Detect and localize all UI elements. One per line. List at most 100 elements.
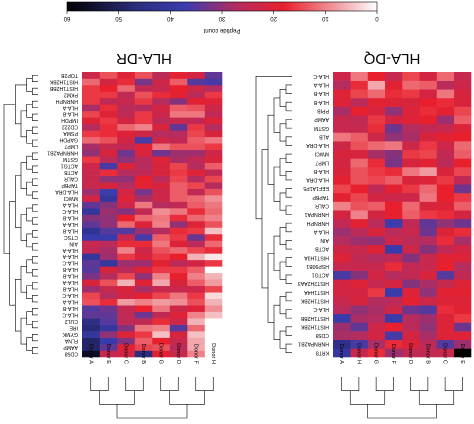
heatmap-cell — [134, 91, 153, 99]
heatmap-cell — [419, 141, 437, 151]
row-label: AAMP — [314, 116, 329, 122]
dendrogram-branch — [32, 243, 38, 251]
heatmap-cell — [187, 136, 205, 144]
heatmap-cell — [134, 318, 153, 325]
heatmap-cell — [117, 227, 135, 235]
row-label: CD58 — [65, 350, 78, 356]
heatmap-cell — [187, 123, 205, 131]
heatmap-cell — [333, 149, 351, 159]
heatmap-cell — [350, 305, 368, 315]
heatmap-cell — [333, 141, 351, 151]
heatmap-cell — [367, 236, 386, 246]
heatmap-cell — [384, 97, 403, 107]
row-label: HLA-B — [313, 90, 329, 96]
heatmap-cell — [384, 339, 403, 349]
heatmap-cell — [152, 162, 170, 170]
heatmap-cell — [82, 318, 100, 325]
heatmap-cell — [384, 348, 403, 358]
dendrogram-branch — [285, 188, 292, 198]
column-labels: Donor H Donor F Donor D Donor G Donor B Donor… — [87, 343, 216, 365]
dendrogram-branch — [32, 295, 38, 303]
heatmap-cell — [169, 253, 188, 261]
dendrogram-branch — [279, 158, 286, 176]
heatmap-cell — [152, 214, 170, 222]
heatmap-cell — [134, 337, 153, 345]
heatmap-cell — [169, 136, 188, 144]
heatmap-cell — [367, 253, 386, 263]
heatmap-cell — [453, 201, 472, 211]
heatmap-cell — [419, 244, 437, 254]
heatmap-cell — [134, 246, 153, 254]
heatmap-cell — [134, 104, 153, 112]
heatmap-cell — [134, 136, 153, 144]
column-label: Donor E — [105, 343, 111, 364]
column-labels: Donor E Donor C Donor B Donor D Donor F Donor… — [338, 343, 465, 365]
heatmap-cell — [99, 266, 118, 274]
heatmap-cell — [333, 192, 351, 202]
dendrogram-branch — [15, 278, 21, 332]
heatmap-cell — [134, 201, 153, 209]
dendrogram-branch — [279, 192, 286, 211]
heatmap-cell — [367, 175, 386, 185]
heatmap-cell — [134, 253, 153, 261]
heatmap-cell — [117, 259, 135, 267]
row-label: ACTB — [315, 246, 329, 252]
heatmap-cell — [187, 350, 205, 358]
heatmap-cell — [367, 141, 386, 151]
heatmap-cell — [134, 72, 153, 79]
dendrogram-branch — [99, 390, 135, 405]
heatmap-cell — [419, 331, 437, 341]
heatmap-cell — [384, 149, 403, 159]
column-label: Donor A — [338, 344, 344, 364]
heatmap-cell — [402, 175, 420, 185]
row-label: HLA-B — [313, 168, 329, 174]
heatmap-cell — [384, 244, 403, 254]
row-label: CD58 — [316, 332, 329, 338]
heatmap-cell — [117, 123, 135, 131]
heatmap-cell — [436, 339, 455, 349]
row-label: AIN — [69, 240, 78, 246]
heatmap-cell — [117, 253, 135, 261]
heatmap-cell — [384, 158, 403, 168]
heatmap-cell — [436, 253, 455, 263]
dendrogram-branch — [20, 110, 27, 138]
heatmap-cell — [402, 262, 420, 271]
heatmap-cell — [204, 91, 223, 99]
dendrogram-branch — [32, 256, 38, 264]
heatmap-cell — [402, 149, 420, 159]
heatmap-cell — [187, 220, 205, 228]
heatmap-cell — [367, 313, 386, 323]
heatmap-cell — [169, 78, 188, 86]
heatmap-cell — [152, 337, 170, 345]
heatmap-cell — [367, 287, 386, 297]
heatmap-cell — [134, 208, 153, 215]
heatmap-cell — [419, 313, 437, 323]
heatmap-cell — [187, 324, 205, 332]
heatmap-cell — [333, 339, 351, 349]
heatmap-cell — [99, 84, 118, 92]
heatmap-cell — [117, 117, 135, 125]
heatmap-cell — [82, 84, 100, 92]
heatmap-cell — [134, 110, 153, 118]
heatmap-cell — [99, 201, 118, 209]
heatmap-cell — [99, 195, 118, 202]
row-label: HLA-A — [62, 247, 78, 253]
heatmap-cell — [419, 210, 437, 220]
heatmap-cell — [333, 287, 351, 297]
dendrogram-branch — [273, 235, 280, 271]
heatmap-cell — [333, 313, 351, 323]
heatmap-cell — [333, 227, 351, 237]
heatmap-cell — [453, 149, 472, 159]
heatmap-cell — [152, 272, 170, 280]
heatmap-cell — [117, 195, 135, 202]
row-label: CUL2 — [65, 318, 78, 324]
heatmap-cell — [82, 214, 100, 222]
heatmap-cell — [333, 296, 351, 306]
heatmap-cell — [367, 244, 386, 254]
heatmap-cell — [187, 246, 205, 254]
heatmap-cell — [204, 117, 223, 125]
heatmap-cell — [187, 188, 205, 196]
heatmap-cell — [204, 110, 223, 118]
dendrogram-branch — [169, 390, 205, 405]
row-label: MWCI — [315, 151, 329, 157]
